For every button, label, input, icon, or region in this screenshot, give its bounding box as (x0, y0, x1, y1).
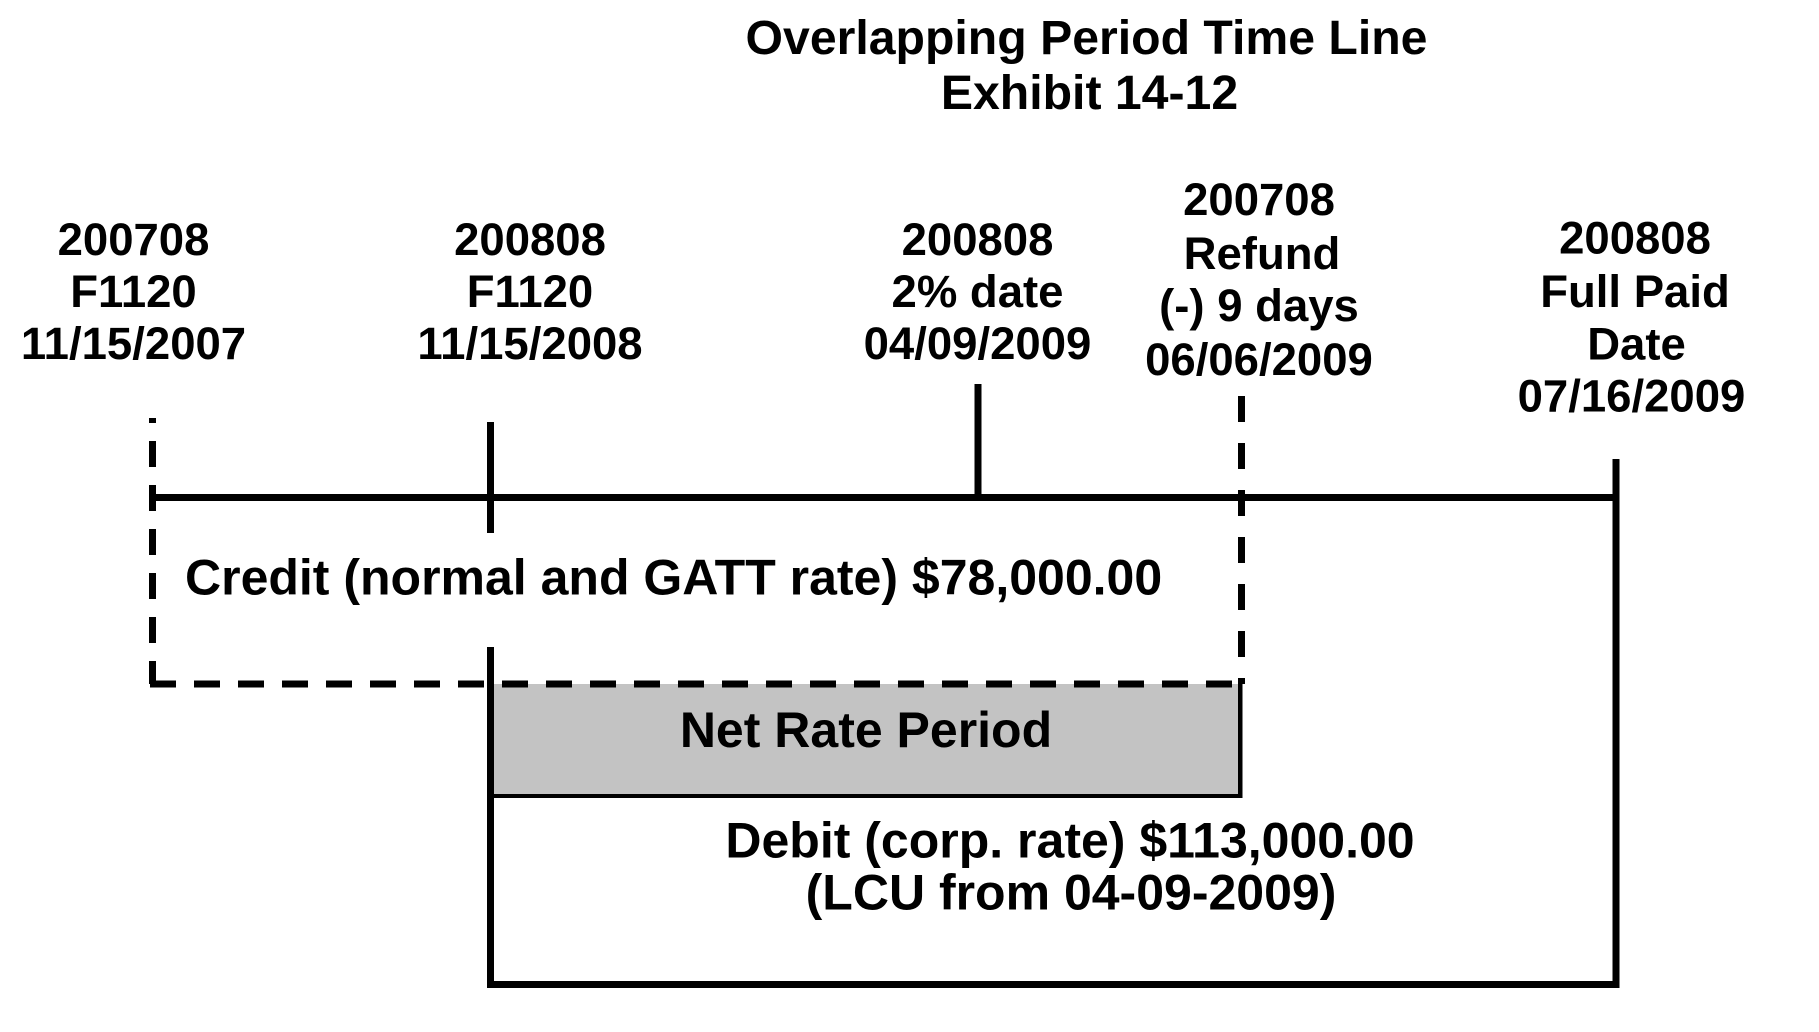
svg-text:2% date: 2% date (892, 266, 1064, 317)
svg-text:Credit (normal and GATT rate): Credit (normal and GATT rate) $78,000.00 (185, 550, 1162, 606)
svg-text:11/15/2008: 11/15/2008 (417, 318, 642, 369)
svg-text:200708: 200708 (1183, 174, 1335, 225)
svg-text:F1120: F1120 (467, 266, 594, 317)
svg-text:200808: 200808 (1559, 213, 1711, 264)
svg-text:Date: Date (1587, 319, 1686, 370)
svg-text:Exhibit 14-12: Exhibit 14-12 (941, 66, 1238, 120)
svg-text:07/16/2009: 07/16/2009 (1518, 371, 1746, 422)
svg-text:200808: 200808 (902, 214, 1054, 265)
svg-text:Refund: Refund (1184, 228, 1341, 279)
svg-text:04/09/2009: 04/09/2009 (864, 318, 1092, 369)
svg-text:200708: 200708 (58, 214, 210, 265)
svg-text:Debit (corp. rate) $113,000.00: Debit (corp. rate) $113,000.00 (725, 813, 1414, 869)
svg-text:F1120: F1120 (70, 266, 197, 317)
svg-text:200808: 200808 (454, 214, 606, 265)
svg-text:11/15/2007: 11/15/2007 (21, 318, 246, 369)
svg-text:(LCU from 04-09-2009): (LCU from 04-09-2009) (806, 865, 1337, 921)
svg-text:06/06/2009: 06/06/2009 (1145, 334, 1373, 385)
svg-text:Overlapping Period Time Line: Overlapping Period Time Line (746, 11, 1428, 65)
svg-text:Full Paid: Full Paid (1540, 266, 1730, 317)
svg-text:Net Rate Period: Net Rate Period (680, 702, 1052, 758)
svg-text:(-) 9 days: (-) 9 days (1159, 280, 1359, 331)
